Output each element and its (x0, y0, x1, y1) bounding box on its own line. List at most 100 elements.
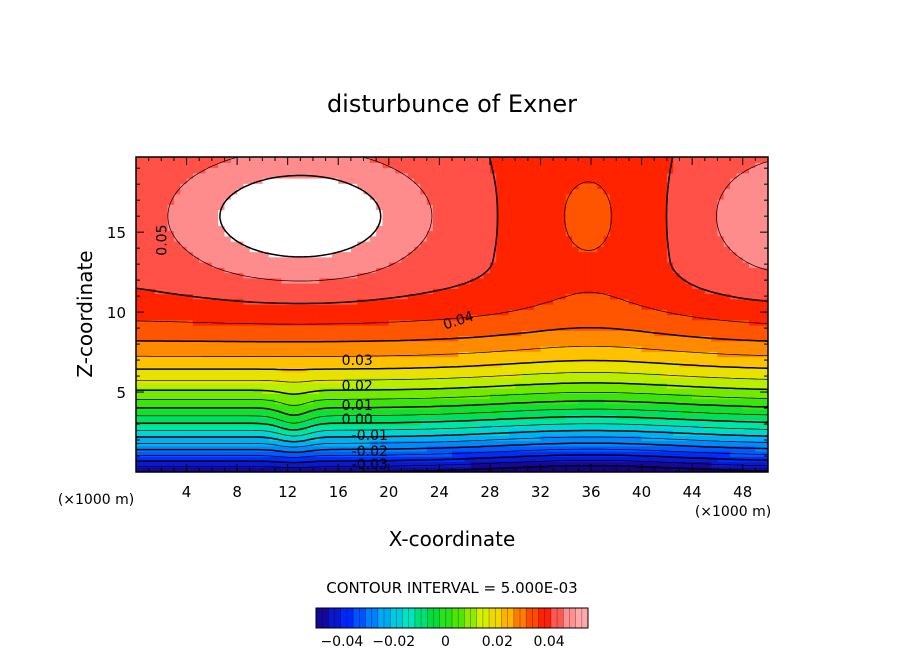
field-cell (458, 220, 466, 226)
field-cell (136, 403, 143, 410)
field-cell (622, 377, 630, 384)
field-cell (161, 351, 169, 358)
field-cell (647, 414, 655, 421)
field-cell (173, 330, 181, 337)
field-cell (559, 361, 567, 368)
field-cell (502, 409, 510, 415)
field-cell (363, 393, 371, 400)
field-cell (262, 209, 270, 216)
field-cell (211, 372, 219, 379)
field-cell (439, 367, 447, 373)
field-cell (572, 235, 579, 242)
field-cell (445, 214, 453, 221)
field-cell (414, 361, 421, 368)
field-cell (515, 293, 523, 300)
field-cell (306, 398, 314, 405)
field-cell (711, 325, 719, 331)
field-cell (470, 435, 478, 442)
field-cell (192, 361, 200, 368)
field-cell (192, 382, 200, 389)
field-cell (331, 304, 339, 310)
field-cell (136, 456, 143, 463)
field-cell (521, 382, 529, 389)
field-cell (749, 330, 756, 337)
field-cell (742, 304, 750, 310)
field-cell (249, 445, 257, 452)
field-cell (268, 445, 276, 452)
field-cell (224, 235, 232, 242)
field-cell (534, 241, 542, 247)
field-cell (540, 393, 548, 400)
field-cell (382, 209, 390, 216)
field-cell (761, 398, 768, 405)
field-cell (350, 361, 358, 368)
field-cell (148, 277, 156, 284)
field-cell (237, 435, 245, 442)
field-cell (319, 288, 327, 295)
field-cell (287, 461, 295, 468)
field-cell (186, 456, 194, 463)
field-cell (723, 377, 731, 384)
field-cell (527, 319, 535, 326)
field-cell (578, 419, 586, 426)
field-cell (426, 409, 434, 415)
field-cell (420, 393, 428, 400)
field-cell (230, 288, 238, 295)
field-cell (414, 272, 421, 279)
field-cell (622, 382, 630, 389)
field-cell (401, 424, 409, 431)
field-cell (161, 314, 169, 321)
field-cell (502, 451, 510, 457)
field-cell (300, 220, 308, 226)
field-cell (616, 351, 624, 358)
field-cell (319, 372, 327, 379)
field-cell (489, 309, 497, 316)
field-cell (515, 225, 523, 232)
field-cell (199, 220, 207, 226)
field-cell (218, 466, 226, 472)
field-cell (673, 466, 681, 472)
field-cell (546, 304, 554, 310)
field-cell (401, 367, 409, 373)
field-cell (433, 340, 440, 347)
field-cell (300, 466, 308, 472)
field-cell (433, 461, 440, 468)
field-cell (136, 361, 143, 368)
field-cell (679, 225, 687, 232)
field-cell (647, 377, 655, 384)
field-cell (154, 330, 162, 337)
field-cell (647, 403, 655, 410)
field-cell (338, 330, 346, 337)
field-cell (647, 309, 655, 316)
field-cell (673, 330, 681, 337)
field-cell (755, 251, 763, 258)
field-cell (761, 356, 768, 363)
field-cell (464, 419, 472, 426)
field-cell (167, 340, 175, 347)
field-cell (515, 325, 523, 331)
field-cell (199, 393, 207, 400)
field-cell (312, 382, 320, 389)
field-cell (344, 466, 352, 472)
field-cell (192, 445, 200, 452)
field-cell (224, 251, 232, 258)
field-cell (262, 372, 270, 379)
field-cell (363, 209, 371, 216)
field-cell (698, 309, 706, 316)
field-cell (142, 351, 150, 358)
field-cell (439, 356, 447, 363)
field-cell (262, 346, 270, 352)
field-cell (382, 230, 390, 237)
field-cell (300, 398, 308, 405)
field-cell (331, 451, 339, 457)
field-cell (445, 414, 453, 421)
field-cell (407, 262, 415, 268)
field-cell (180, 325, 188, 331)
field-cell (628, 377, 636, 384)
field-cell (325, 435, 333, 442)
field-cell (306, 283, 314, 289)
field-cell (199, 256, 207, 263)
field-cell (211, 340, 219, 347)
field-cell (167, 424, 175, 431)
field-cell (306, 445, 314, 452)
